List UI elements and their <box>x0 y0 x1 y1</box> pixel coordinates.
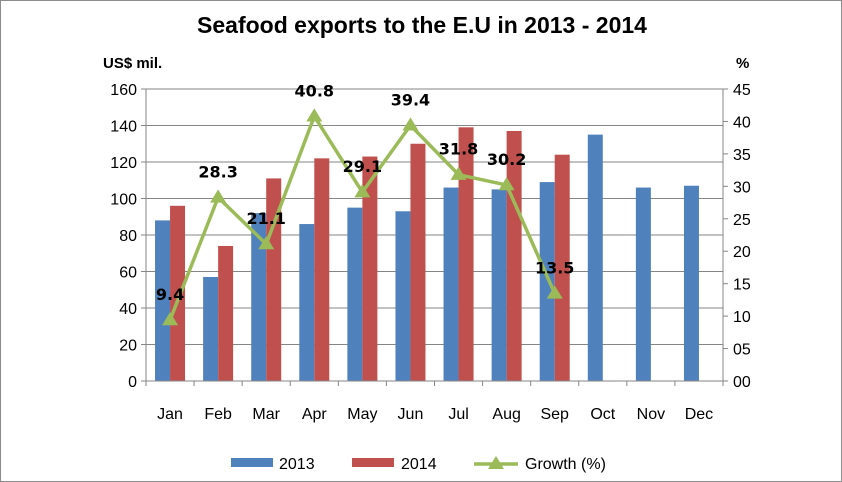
x-tick-label: Jun <box>398 406 424 423</box>
legend-swatch-2013 <box>231 458 273 467</box>
growth-label-jan: 9.4 <box>156 285 184 304</box>
legend-label-growth: Growth (%) <box>525 456 606 473</box>
y2-axis-title: % <box>736 55 749 72</box>
x-tick-label: Mar <box>252 406 280 423</box>
legend: 2013 2014 Growth (%) <box>231 456 606 473</box>
y2-axis-ticks: 00 05 10 15 20 25 30 35 40 45 <box>733 82 751 391</box>
growth-marker-jan <box>162 312 179 326</box>
y-tick-label: 120 <box>110 155 137 172</box>
growth-marker-aug <box>498 177 515 191</box>
chart-title: Seafood exports to the E.U in 2013 - 201… <box>197 12 647 38</box>
y2-tick-label: 10 <box>733 309 751 326</box>
bar-2013-may <box>347 207 363 381</box>
x-tick-label: Apr <box>302 406 328 423</box>
bar-2013-jun <box>395 211 411 381</box>
y2-tick-label: 40 <box>733 114 751 131</box>
growth-marker-jul <box>450 166 467 180</box>
growth-label-feb: 28.3 <box>198 162 237 181</box>
y-tick-label: 0 <box>128 374 137 391</box>
bar-2013-feb <box>203 276 219 381</box>
bar-2014-jan <box>170 205 186 381</box>
y2-tick-label: 00 <box>733 374 751 391</box>
growth-marker-sep <box>546 285 563 299</box>
bar-2014-sep <box>554 154 570 381</box>
y-axis-title: US$ mil. <box>103 55 162 72</box>
x-axis-ticks: Jan Feb Mar Apr May Jun Jul Aug Sep Oct Nov Dec <box>157 406 713 423</box>
x-tick-label: Jan <box>157 406 183 423</box>
bar-2014-apr <box>314 158 330 381</box>
y2-tick-label: 35 <box>733 147 751 164</box>
bar-2013-aug <box>491 189 507 381</box>
legend-swatch-2014 <box>352 458 394 467</box>
y2-tick-label: 05 <box>733 342 751 359</box>
x-tick-label: Aug <box>492 406 520 423</box>
y-tick-label: 100 <box>110 192 137 209</box>
y-tick-label: 60 <box>119 265 137 282</box>
bar-2013-oct <box>587 134 603 381</box>
x-tick-label: Dec <box>685 406 713 423</box>
growth-label-sep: 13.5 <box>535 258 574 277</box>
bar-2014-feb <box>218 245 234 381</box>
x-tick-label: Jul <box>448 406 468 423</box>
growth-marker-may <box>354 184 371 198</box>
x-tick-label: Sep <box>540 406 569 423</box>
gridlines <box>146 88 723 345</box>
x-tick-label: Oct <box>590 406 615 423</box>
bar-2014-jul <box>458 127 474 381</box>
y2-tick-label: 45 <box>733 82 751 99</box>
axes <box>141 88 728 386</box>
x-tick-label: Nov <box>637 406 665 423</box>
y-tick-label: 140 <box>110 119 137 136</box>
bar-2013-sep <box>539 182 555 381</box>
growth-label-jun: 39.4 <box>391 90 430 109</box>
bar-2014-jun <box>410 143 426 381</box>
growth-label-jul: 31.8 <box>439 140 478 159</box>
bar-2013-apr <box>299 224 315 381</box>
legend-swatch-growth-marker <box>488 456 504 469</box>
legend-label-2013: 2013 <box>279 456 315 473</box>
bar-2013-jan <box>155 220 171 381</box>
bar-2013-dec <box>683 185 699 381</box>
legend-label-2014: 2014 <box>401 456 437 473</box>
growth-marker-apr <box>306 108 323 122</box>
y2-tick-label: 30 <box>733 179 751 196</box>
y-tick-label: 40 <box>119 301 137 318</box>
y2-tick-label: 20 <box>733 244 751 261</box>
bar-2013-jul <box>443 187 459 381</box>
growth-label-apr: 40.8 <box>295 81 334 100</box>
bar-2013-nov <box>635 187 651 381</box>
bars <box>155 127 699 381</box>
x-tick-label: May <box>347 406 377 423</box>
growth-marker-jun <box>402 117 419 131</box>
y-tick-label: 80 <box>119 228 137 245</box>
growth-data-labels: 9.4 28.3 21.1 40.8 29.1 39.4 31.8 30.2 13.5 <box>156 81 575 304</box>
growth-label-mar: 21.1 <box>246 209 285 228</box>
y-tick-label: 160 <box>110 82 137 99</box>
growth-marker-feb <box>210 189 227 203</box>
growth-label-may: 29.1 <box>343 157 382 176</box>
growth-label-aug: 30.2 <box>487 150 526 169</box>
growth-marker-mar <box>258 236 275 250</box>
growth-line <box>162 108 563 326</box>
bar-2013-mar <box>251 213 267 381</box>
y2-tick-label: 25 <box>733 212 751 229</box>
x-tick-label: Feb <box>204 406 232 423</box>
y-tick-label: 20 <box>119 338 137 355</box>
bar-2014-mar <box>266 178 282 381</box>
y2-tick-label: 15 <box>733 277 751 294</box>
y-axis-ticks: 0 20 40 60 80 100 120 140 160 <box>110 82 137 391</box>
bar-2014-may <box>362 156 378 381</box>
